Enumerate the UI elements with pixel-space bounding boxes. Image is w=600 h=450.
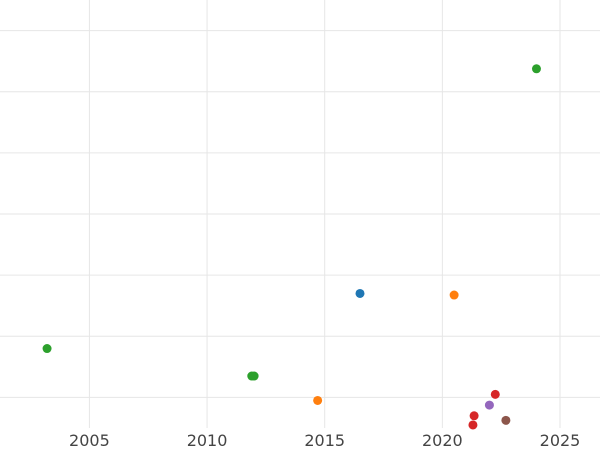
data-point <box>449 290 459 300</box>
data-point <box>313 395 323 405</box>
x-tick-label: 2015 <box>304 431 345 450</box>
x-tick-label: 2020 <box>422 431 463 450</box>
data-point <box>490 389 500 399</box>
data-point <box>501 415 511 425</box>
grid-layer <box>0 0 600 428</box>
x-tick-labels: 2005 2010 2015 2020 2025 <box>69 431 580 450</box>
x-tick-label: 2005 <box>69 431 110 450</box>
data-point <box>42 344 52 354</box>
x-tick-label: 2025 <box>540 431 581 450</box>
data-point <box>355 288 365 298</box>
data-point <box>468 420 478 430</box>
data-point <box>484 400 494 410</box>
data-points <box>42 64 541 430</box>
data-point <box>469 411 479 421</box>
data-point <box>249 371 259 381</box>
data-point <box>531 64 541 74</box>
x-tick-label: 2010 <box>187 431 228 450</box>
